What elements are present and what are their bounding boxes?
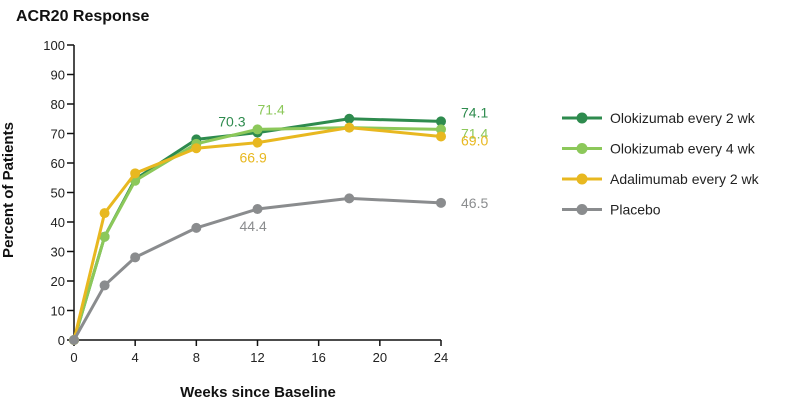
- data-label: 69.0: [461, 132, 488, 148]
- y-tick-label: 40: [51, 215, 65, 230]
- x-tick-label: 0: [70, 350, 77, 365]
- data-point: [252, 204, 263, 215]
- legend-label: Olokizumab every 2 wk: [610, 110, 756, 126]
- legend-item-1: Olokizumab every 4 wk: [562, 141, 756, 157]
- data-label: 44.4: [240, 218, 267, 234]
- data-point: [436, 197, 446, 208]
- x-tick-label: 8: [193, 350, 200, 365]
- y-tick-label: 90: [51, 68, 65, 83]
- x-tick-label: 20: [373, 350, 387, 365]
- data-point: [436, 131, 446, 142]
- data-point: [130, 252, 141, 263]
- x-tick-label: 4: [132, 350, 139, 365]
- data-label: 74.1: [461, 104, 488, 120]
- legend-swatch-marker: [576, 173, 588, 185]
- data-point: [252, 137, 263, 148]
- legend-label: Placebo: [610, 202, 661, 218]
- chart-title: ACR20 Response: [16, 8, 149, 25]
- y-tick-label: 60: [51, 156, 65, 171]
- data-point: [344, 193, 355, 204]
- y-tick-label: 100: [43, 38, 65, 53]
- series-layer: [69, 113, 446, 345]
- data-point: [99, 280, 110, 291]
- data-point: [436, 124, 446, 135]
- legend-label: Adalimumab every 2 wk: [610, 171, 760, 187]
- data-point: [252, 124, 263, 135]
- data-point: [191, 222, 202, 233]
- data-label: 71.4: [258, 101, 285, 117]
- y-tick-label: 30: [51, 245, 65, 260]
- y-tick-label: 0: [58, 333, 65, 348]
- data-label: 70.3: [218, 114, 245, 130]
- x-tick-label: 12: [250, 350, 264, 365]
- legend-swatch-marker: [576, 112, 588, 124]
- legend-swatch-marker: [576, 204, 588, 215]
- data-point: [99, 231, 110, 242]
- y-axis-title: Percent of Patients: [0, 122, 17, 258]
- y-tick-label: 50: [51, 186, 65, 201]
- data-point: [344, 113, 355, 124]
- legend-item-2: Adalimumab every 2 wk: [562, 171, 760, 187]
- y-tick-label: 20: [51, 274, 65, 289]
- legend: Olokizumab every 2 wk Olokizumab every 4 …: [562, 110, 760, 218]
- y-tick-label: 80: [51, 97, 65, 112]
- data-point: [344, 122, 355, 133]
- legend-label: Olokizumab every 4 wk: [610, 141, 756, 157]
- data-point: [99, 208, 110, 219]
- series-3: [69, 193, 446, 345]
- data-label: 66.9: [240, 150, 267, 166]
- data-point: [130, 168, 141, 179]
- y-tick-label: 70: [51, 127, 65, 142]
- data-point: [69, 335, 79, 345]
- axes: 0 10 20 30 40 50 60 70 80 90 100 0 4 8 12 16 20 24: [43, 38, 448, 365]
- data-label: 71.4: [461, 125, 488, 141]
- x-tick-label: 24: [434, 350, 448, 365]
- x-tick-label: 16: [311, 350, 325, 365]
- legend-item-3: Placebo: [562, 202, 661, 218]
- data-point: [436, 116, 446, 127]
- legend-swatch-marker: [576, 143, 588, 154]
- data-labels: 70.3 74.1 71.4 71.4 66.9 69.0 44.4 46.5: [218, 101, 488, 234]
- data-point: [191, 143, 202, 154]
- y-tick-label: 10: [51, 304, 65, 319]
- data-label: 46.5: [461, 195, 488, 211]
- x-axis-title: Weeks since Baseline: [180, 384, 336, 401]
- legend-item-0: Olokizumab every 2 wk: [562, 110, 756, 126]
